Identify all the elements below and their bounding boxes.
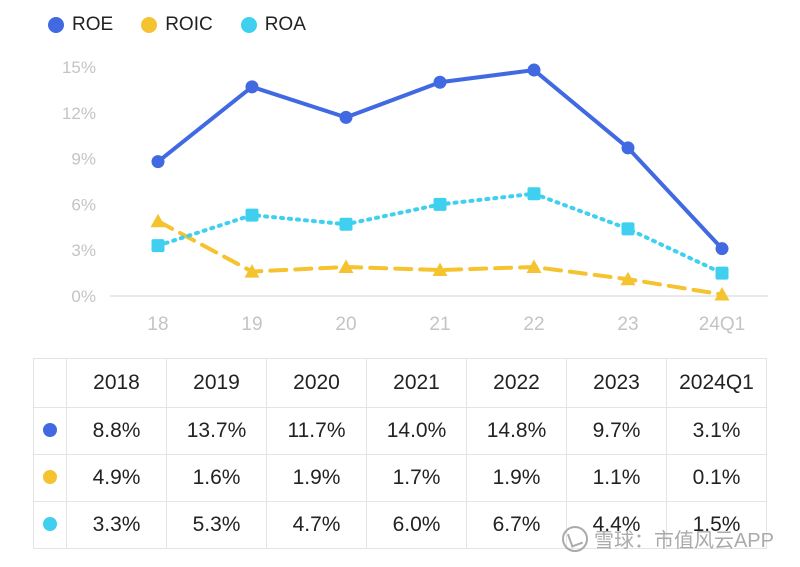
table-cell: 9.7% (566, 407, 667, 455)
x-tick-label: 19 (241, 314, 262, 335)
table-cell: 14.8% (466, 407, 567, 455)
data-point-roa (245, 208, 259, 222)
table-cell: 0.1% (666, 454, 767, 502)
y-tick-label: 12% (62, 104, 96, 123)
row-dot-roa-icon (43, 517, 57, 531)
table-cell: 3.3% (66, 501, 167, 549)
table-cell: 1.5% (666, 501, 767, 549)
x-tick-label: 23 (617, 314, 638, 335)
data-point-roic (338, 259, 354, 273)
table-cell: 8.8% (66, 407, 167, 455)
table-header-cell: 2023 (566, 358, 667, 408)
table-row-marker (33, 407, 67, 455)
data-point-roa (527, 187, 541, 201)
data-point-roic (714, 286, 730, 301)
snowball-logo-icon (561, 525, 588, 552)
table-cell: 4.9% (66, 454, 167, 502)
table-row-roe: 8.8% 13.7% 11.7% 14.0% 14.8% 9.7% 3.1% (33, 407, 767, 455)
legend-item-roic: ROIC (141, 14, 213, 36)
data-point-roe (339, 110, 353, 124)
data-point-roe (151, 155, 165, 169)
row-dot-roic-icon (43, 470, 57, 484)
data-point-roe (433, 75, 447, 89)
table-cell: 4.7% (266, 501, 367, 549)
table-row-roa: 3.3% 5.3% 4.7% 6.0% 6.7% 4.4% 1.5% (33, 501, 767, 549)
y-tick-label: 15% (62, 58, 96, 77)
table-header-row: 2018 2019 2020 2021 2022 2023 2024Q1 (33, 358, 767, 408)
y-tick-label: 9% (71, 150, 96, 169)
watermark-text: 雪球：市值风云APP (593, 530, 774, 552)
y-tick-label: 6% (71, 195, 96, 214)
data-point-roa (621, 222, 635, 236)
table-row-marker (33, 454, 67, 502)
legend-dot-roa (240, 17, 257, 33)
series-line-roic (156, 219, 724, 297)
data-point-roic (620, 271, 636, 286)
data-point-roa (151, 239, 165, 253)
data-point-roe (621, 141, 635, 155)
chart-legend: ROE ROIC ROA (48, 14, 306, 36)
table-header-cell: 2024Q1 (666, 358, 767, 408)
legend-dot-roe (48, 17, 64, 33)
data-point-roic (150, 213, 166, 228)
data-point-roa (433, 197, 447, 211)
legend-item-roe: ROE (48, 14, 113, 36)
row-dot-roe-icon (43, 423, 57, 437)
table-cell: 6.0% (366, 501, 467, 549)
x-tick-label: 24Q1 (699, 314, 745, 335)
table-header-cell: 2021 (366, 358, 467, 408)
y-tick-label: 3% (71, 241, 96, 260)
table-cell: 13.7% (166, 407, 267, 455)
table-cell: 1.1% (566, 454, 667, 502)
legend-label-roe: ROE (72, 14, 114, 35)
data-point-roic (244, 264, 260, 278)
data-point-roe (715, 242, 729, 256)
table-cell: 5.3% (166, 501, 267, 549)
data-table: 2018 2019 2020 2021 2022 2023 2024Q1 8.8… (33, 358, 767, 549)
table-row-marker (33, 501, 67, 549)
x-tick-label: 22 (523, 314, 544, 335)
data-point-roa (715, 266, 729, 280)
data-point-roa (339, 217, 353, 231)
data-point-roic (432, 262, 448, 277)
table-header-cell: 2022 (466, 358, 567, 408)
y-tick-label: 0% (71, 287, 96, 306)
table-header-cell: 2020 (266, 358, 367, 408)
x-tick-label: 18 (147, 314, 168, 335)
line-chart: 0% 3% 6% 9% 12% 15% 18 19 20 21 22 23 24Q1 (62, 58, 768, 335)
x-tick-label: 21 (429, 314, 450, 335)
table-header-cell: 2018 (66, 358, 167, 408)
legend-dot-roic (141, 17, 158, 33)
data-point-roe (245, 80, 259, 94)
table-row-roic: 4.9% 1.6% 1.9% 1.7% 1.9% 1.1% 0.1% (33, 454, 767, 502)
table-cell: 14.0% (366, 407, 467, 455)
table-header-cell: 2019 (166, 358, 267, 408)
legend-item-roa: ROA (240, 14, 306, 36)
table-cell: 1.9% (466, 454, 567, 502)
data-point-roic (526, 259, 542, 273)
table-cell: 6.7% (466, 501, 567, 549)
series-line-roe (156, 68, 724, 251)
table-cell: 1.6% (166, 454, 267, 502)
table-cell: 1.7% (366, 454, 467, 502)
legend-label-roic: ROIC (165, 14, 213, 35)
table-corner-cell (33, 358, 67, 408)
data-point-roe (527, 63, 541, 77)
table-cell: 11.7% (266, 407, 367, 455)
table-cell: 3.1% (666, 407, 767, 455)
watermark: 雪球：市值风云APP (561, 524, 774, 553)
table-cell: 1.9% (266, 454, 367, 502)
x-tick-label: 20 (335, 314, 356, 335)
legend-label-roa: ROA (264, 14, 306, 35)
